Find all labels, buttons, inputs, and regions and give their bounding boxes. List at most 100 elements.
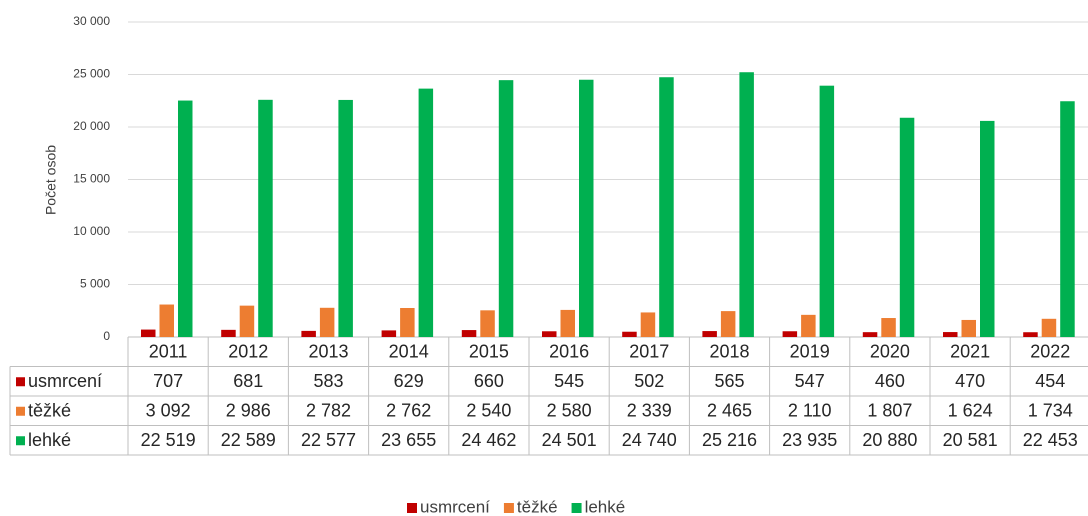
table-value: 2 110	[788, 401, 832, 421]
table-value: 470	[955, 371, 985, 391]
bar	[461, 330, 477, 337]
bar	[542, 331, 557, 337]
bar	[702, 331, 717, 337]
x-tick-label: 2020	[870, 342, 910, 362]
bar	[862, 332, 878, 337]
x-tick-label: 2014	[389, 342, 429, 362]
table-value: 20 880	[862, 430, 917, 450]
bar	[622, 331, 637, 337]
table-value: 25 216	[702, 430, 757, 450]
table-value: 547	[795, 371, 825, 391]
bar	[943, 332, 958, 337]
y-axis-label: Počet osob	[43, 145, 59, 215]
bar	[400, 307, 415, 337]
bar	[579, 79, 594, 337]
bar	[239, 305, 255, 337]
table-value: 460	[875, 371, 905, 391]
bar	[319, 307, 335, 337]
bar	[659, 77, 674, 337]
bar	[961, 319, 976, 337]
table-value: 22 453	[1023, 430, 1078, 450]
x-tick-label: 2012	[228, 342, 268, 362]
bar	[899, 117, 915, 337]
legend-label: usmrcení	[420, 497, 490, 516]
table-legend-marker	[16, 377, 25, 387]
table-value: 2 580	[547, 401, 592, 421]
table-value: 3 092	[146, 401, 191, 421]
legend-marker	[571, 503, 582, 513]
table-value: 22 589	[221, 430, 276, 450]
table-value: 24 501	[542, 430, 597, 450]
x-tick-label: 2016	[549, 342, 589, 362]
y-tick-label: 0	[103, 329, 110, 343]
bar	[1041, 318, 1057, 337]
table-value: 660	[474, 371, 504, 391]
x-tick-label: 2017	[629, 342, 669, 362]
table-value: 707	[153, 371, 183, 391]
bar	[782, 331, 798, 337]
bar	[739, 72, 754, 338]
table-value: 2 782	[306, 401, 351, 421]
table-value: 23 655	[381, 430, 436, 450]
x-tick-label: 2013	[308, 342, 348, 362]
table-value: 2 540	[466, 401, 511, 421]
legend-label: těžké	[517, 497, 558, 516]
y-tick-label: 15 000	[73, 172, 110, 186]
bar	[980, 120, 995, 337]
bar	[801, 314, 816, 337]
y-tick-label: 25 000	[73, 67, 110, 81]
table-value: 1 807	[867, 401, 912, 421]
table-value: 23 935	[782, 430, 837, 450]
bar	[1060, 101, 1075, 337]
table-value: 1 624	[948, 401, 993, 421]
bar	[1023, 332, 1038, 337]
x-tick-label: 2019	[790, 342, 830, 362]
bar	[560, 309, 575, 337]
bar	[498, 80, 514, 338]
table-value: 583	[313, 371, 343, 391]
x-tick-label: 2018	[709, 342, 749, 362]
y-tick-label: 20 000	[73, 119, 110, 133]
table-value: 2 339	[627, 401, 672, 421]
bar	[640, 312, 656, 337]
bar	[381, 330, 397, 337]
x-tick-label: 2015	[469, 342, 509, 362]
bar	[159, 304, 174, 337]
bar	[301, 330, 316, 337]
table-series-name: usmrcení	[28, 371, 102, 391]
table-value: 681	[233, 371, 263, 391]
table-value: 24 462	[461, 430, 516, 450]
bar	[480, 310, 495, 337]
table-value: 502	[634, 371, 664, 391]
bar	[720, 311, 736, 337]
table-value: 2 762	[386, 401, 431, 421]
legend-label: lehké	[585, 497, 626, 516]
bar	[819, 85, 835, 338]
table-value: 565	[714, 371, 744, 391]
table-value: 22 519	[141, 430, 196, 450]
legend-marker	[503, 503, 514, 513]
bar	[881, 318, 896, 337]
y-tick-label: 30 000	[73, 14, 110, 28]
table-series-name: lehké	[28, 430, 71, 450]
table-value: 20 581	[943, 430, 998, 450]
bar	[178, 100, 193, 337]
table-legend-marker	[16, 436, 25, 446]
x-tick-label: 2021	[950, 342, 990, 362]
table-value: 2 465	[707, 401, 752, 421]
bar	[418, 88, 434, 337]
bar	[338, 99, 353, 337]
table-value: 24 740	[622, 430, 677, 450]
table-value: 1 734	[1028, 401, 1073, 421]
table-value: 454	[1035, 371, 1065, 391]
table-value: 629	[394, 371, 424, 391]
bar	[258, 99, 273, 338]
bar	[141, 329, 156, 337]
table-value: 22 577	[301, 430, 356, 450]
table-value: 545	[554, 371, 584, 391]
y-tick-label: 5 000	[80, 277, 110, 291]
table-series-name: těžké	[28, 401, 71, 421]
y-tick-label: 10 000	[73, 224, 110, 238]
table-value: 2 986	[226, 401, 271, 421]
